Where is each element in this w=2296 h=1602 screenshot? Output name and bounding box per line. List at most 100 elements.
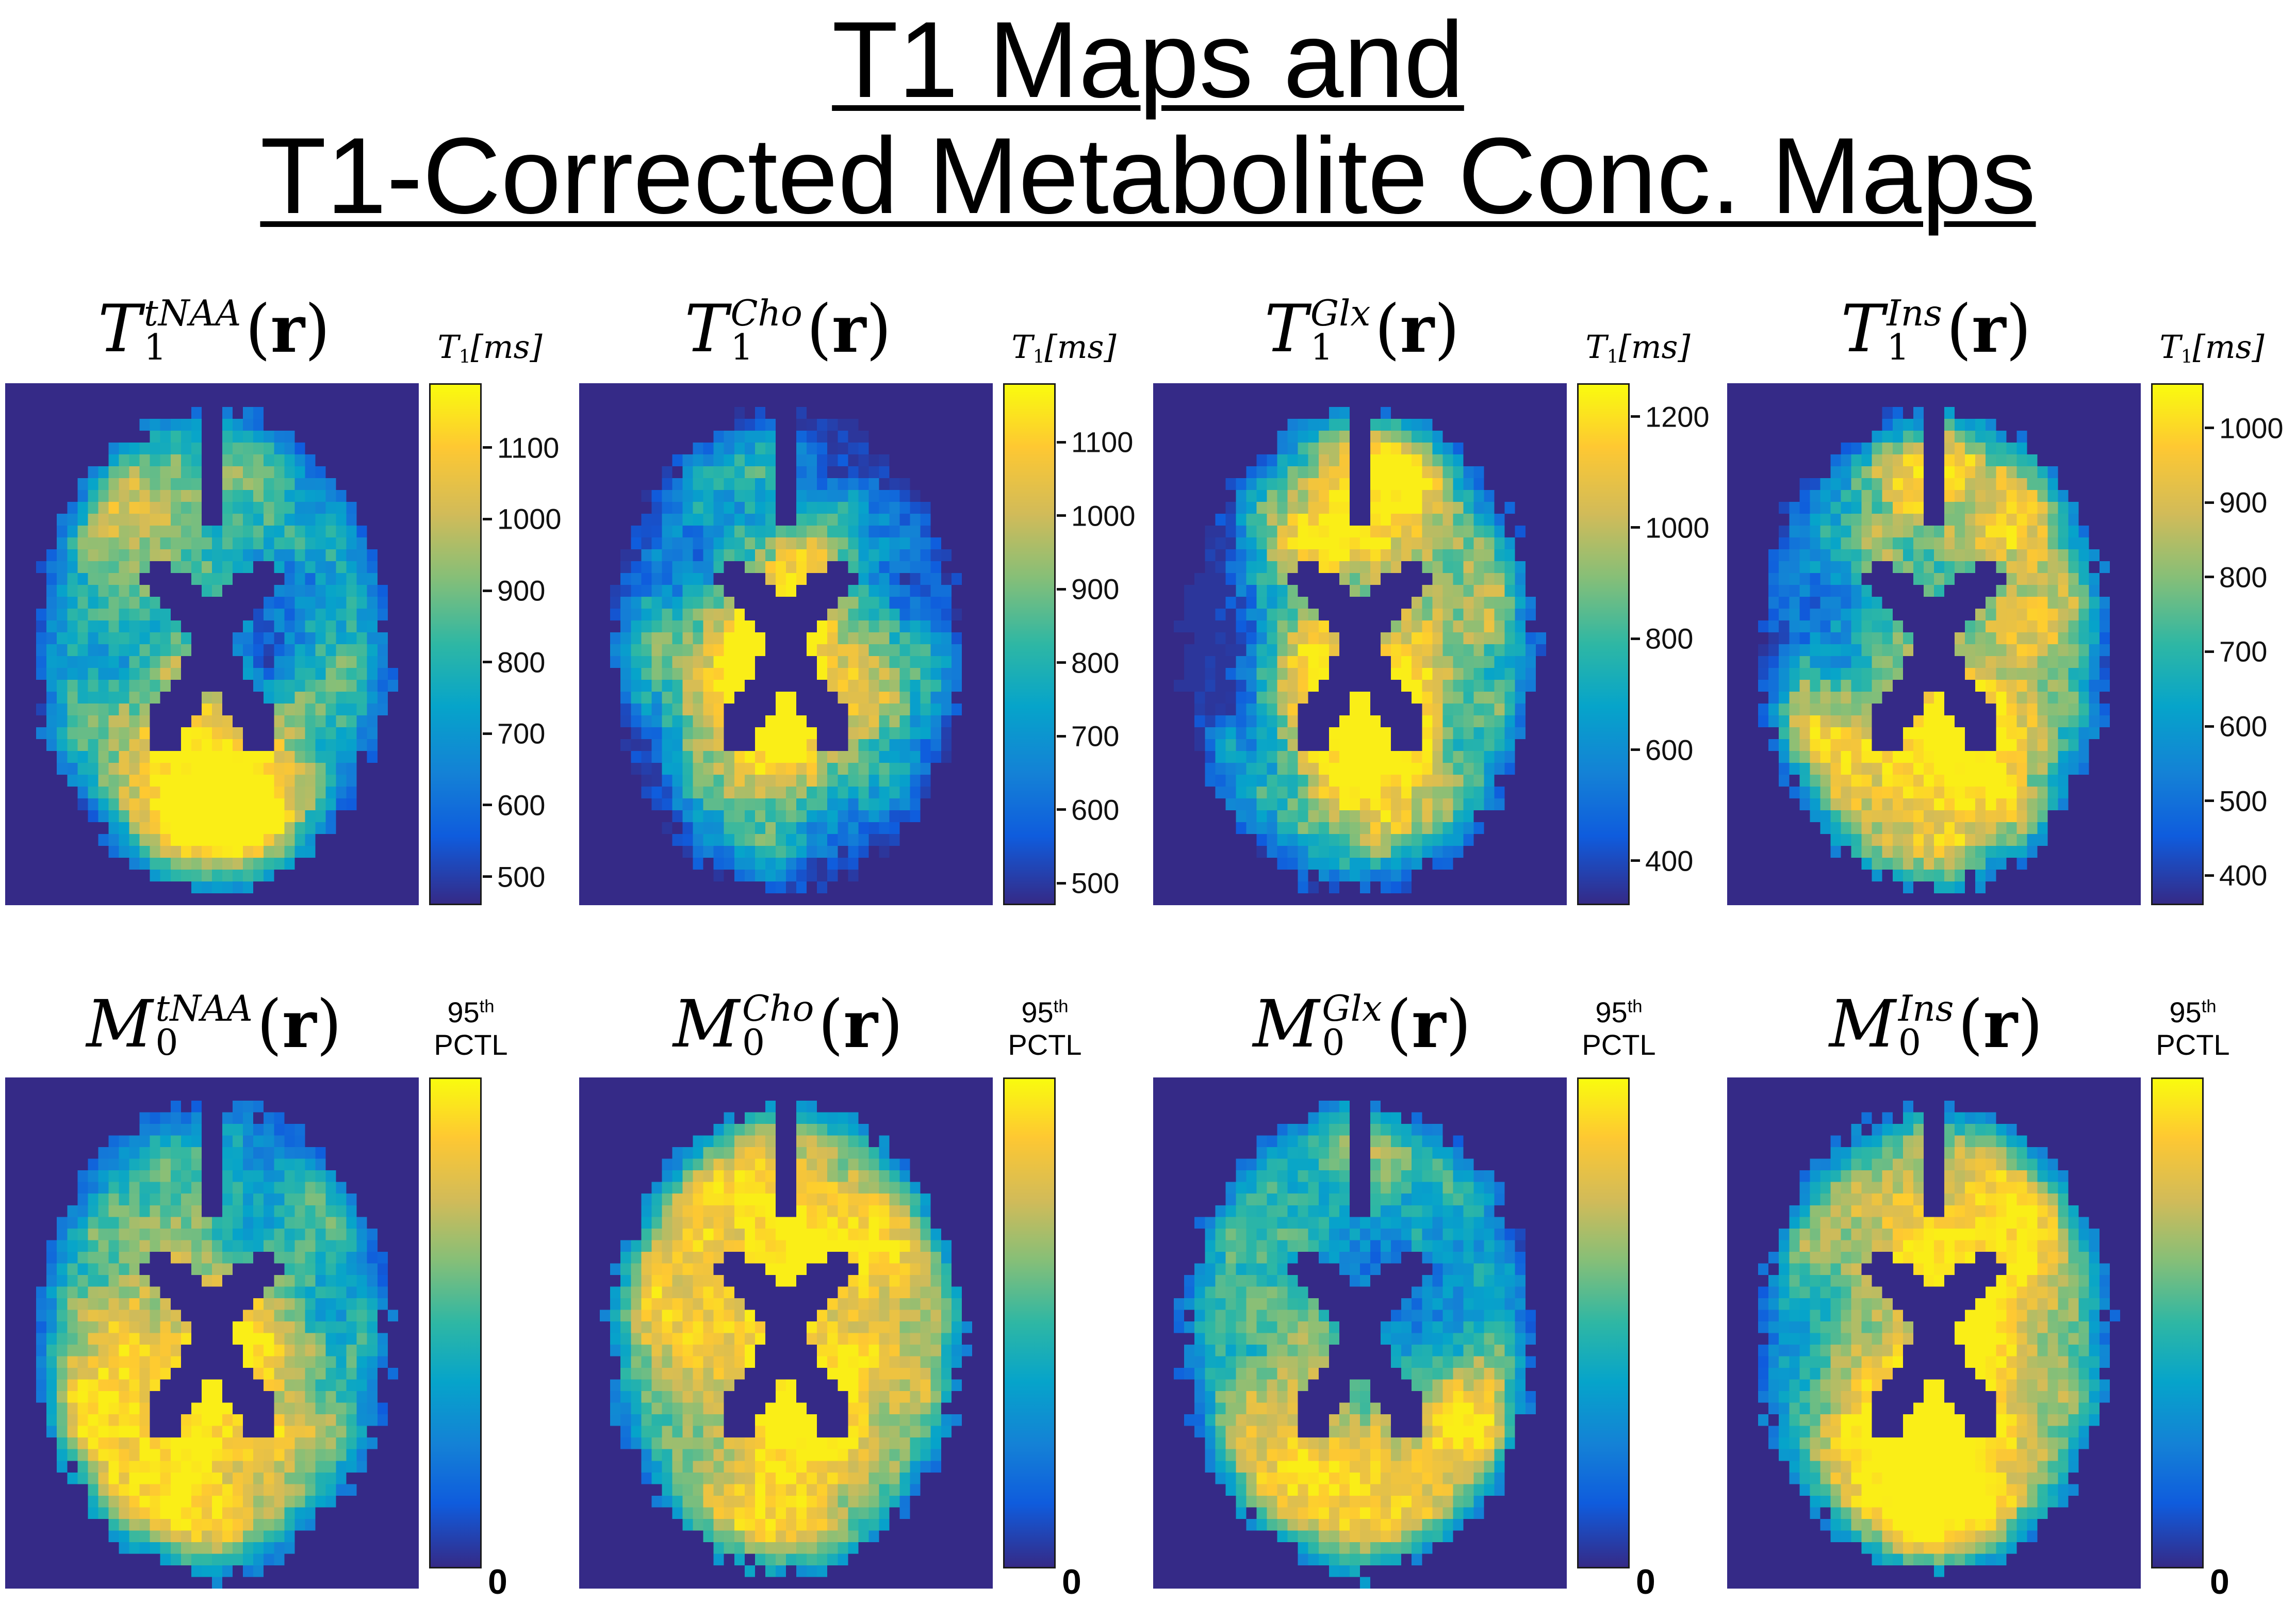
math-supsub: Glx 0 — [1322, 988, 1382, 1060]
cbar-sym: T — [1585, 328, 1607, 366]
colorbar-tick-label: 600 — [1645, 733, 1694, 766]
math-symbol: T — [1264, 291, 1308, 367]
colorbar-m0-tnaa — [429, 1077, 482, 1568]
colorbar-t1-tnaa — [429, 383, 482, 905]
math-arg: r — [1400, 290, 1435, 367]
brain-map-t1-cho — [579, 383, 993, 905]
paren-open: ( — [818, 986, 844, 1062]
paren-close: ) — [877, 986, 904, 1062]
paren-close: ) — [2017, 986, 2043, 1062]
pctl-sup: th — [2201, 996, 2217, 1017]
paren-open: ( — [245, 291, 271, 367]
math-arg: r — [282, 986, 317, 1062]
pctl-sup: th — [1053, 996, 1069, 1017]
math-sub: 1 — [1310, 326, 1333, 368]
colorbar-tick-label: 500 — [1071, 867, 1120, 900]
cbar-sym: T — [2159, 328, 2181, 366]
math-supsub: Cho 0 — [742, 988, 814, 1064]
math-supsub: Ins 0 — [1898, 988, 1954, 1064]
math-arg: r — [843, 986, 878, 1062]
figure-title: T1 Maps and T1-Corrected Metabolite Conc… — [0, 2, 2296, 234]
pctl-num: 95 — [1021, 996, 1054, 1028]
colorbar-tick-label: 500 — [2219, 784, 2268, 818]
math-sub: 0 — [1898, 1022, 1921, 1064]
panel-m0-ins: M Ins 0(r) 95th PCTL 0 — [1722, 970, 2296, 1601]
panel-title-m0-glx: M Glx 0(r) — [1148, 974, 1576, 1074]
colorbar-tick-label: 400 — [2219, 859, 2268, 892]
panel-m0-glx: M Glx 0(r) 95th PCTL 0 — [1148, 970, 1722, 1601]
math-sup: Cho — [742, 988, 814, 1029]
math-supsub: Ins 1 — [1887, 296, 1942, 365]
colorbar-title-m0-ins: 95th PCTL — [2144, 996, 2242, 1061]
brain-map-m0-ins — [1727, 1077, 2141, 1589]
math-supsub: Cho 1 — [730, 296, 802, 368]
math-supsub: Glx 1 — [1310, 292, 1371, 368]
math-sup: Glx — [1322, 988, 1382, 1029]
colorbar-tick-label: 500 — [497, 860, 546, 893]
math-supsub: tNAA 0 — [155, 988, 253, 1060]
math-sup: Glx — [1310, 292, 1371, 334]
math-sup: Ins — [1898, 988, 1954, 1029]
colorbar-ticks-t1-ins: 1000 900 800 700 600 500 400 — [2204, 383, 2294, 905]
math-arg: r — [1983, 986, 2018, 1062]
colorbar-m0-glx — [1577, 1077, 1630, 1568]
math-sub: 1 — [143, 326, 167, 368]
colorbar-tick-label: 1000 — [1071, 499, 1136, 532]
colorbar-tick-label: 800 — [1071, 646, 1120, 679]
colorbar-t1-cho — [1003, 383, 1056, 905]
pctl-sup: th — [479, 996, 495, 1017]
math-sup: tNAA — [155, 988, 253, 1029]
math-arg: r — [1412, 986, 1446, 1062]
math-symbol: T — [1841, 291, 1884, 367]
colorbar-tick-label: 900 — [2219, 486, 2268, 519]
colorbar-zero-label: 0 — [1636, 1562, 1655, 1601]
panel-t1-cho: T Cho 1(r) T1[ms] 1100 1000 900 800 700 600 500 — [574, 279, 1148, 913]
panel-title-t1-cho: T Cho 1(r) — [574, 279, 1002, 379]
colorbar-title-m0-glx: 95th PCTL — [1570, 996, 1668, 1061]
colorbar-tick-label: 1200 — [1645, 400, 1710, 433]
brain-map-m0-tnaa — [5, 1077, 419, 1589]
panel-title-m0-ins: M Ins 0(r) — [1722, 974, 2150, 1074]
paren-close: ) — [1446, 986, 1471, 1062]
paren-open: ( — [1374, 291, 1400, 367]
brain-map-t1-ins — [1727, 383, 2141, 905]
brain-map-t1-tnaa — [5, 383, 419, 905]
paren-close: ) — [305, 291, 331, 367]
cbar-sym: T — [437, 328, 459, 366]
colorbar-tick-label: 800 — [2219, 561, 2268, 594]
math-symbol: T — [684, 291, 728, 367]
colorbar-title-t1-cho: T1[ms] — [987, 328, 1141, 367]
colorbar-title-t1-glx: T1[ms] — [1561, 328, 1715, 367]
pctl-line2: PCTL — [1582, 1028, 1656, 1061]
math-sub: 1 — [730, 326, 753, 368]
colorbar-t1-ins — [2151, 383, 2204, 905]
math-sub: 0 — [742, 1022, 765, 1064]
colorbar-m0-cho — [1003, 1077, 1056, 1568]
panel-t1-ins: T Ins 1(r) T1[ms] 1000 900 800 700 600 500 400 — [1722, 279, 2296, 913]
cbar-unit: [ms] — [2192, 328, 2265, 366]
pctl-num: 95 — [447, 996, 480, 1028]
cbar-sub: 1 — [2180, 346, 2193, 367]
colorbar-title-t1-tnaa: T1[ms] — [413, 328, 567, 367]
brain-map-t1-glx — [1153, 383, 1567, 905]
paren-close: ) — [2006, 291, 2031, 367]
pctl-sup: th — [1627, 996, 1643, 1017]
colorbar-tick-label: 1000 — [2219, 412, 2284, 445]
colorbar-title-m0-cho: 95th PCTL — [996, 996, 1094, 1061]
colorbar-zero-label: 0 — [488, 1562, 507, 1601]
math-supsub: tNAA 1 — [143, 292, 241, 368]
math-sup: tNAA — [143, 292, 241, 334]
math-symbol: M — [86, 986, 153, 1062]
colorbar-tick-label: 400 — [1645, 844, 1694, 877]
colorbar-title-t1-ins: T1[ms] — [2135, 328, 2289, 367]
math-symbol: M — [1253, 986, 1320, 1062]
math-arg: r — [832, 290, 866, 367]
panel-title-m0-cho: M Cho 0(r) — [574, 974, 1002, 1074]
cbar-unit: [ms] — [1044, 328, 1117, 366]
math-symbol: M — [1829, 986, 1896, 1062]
